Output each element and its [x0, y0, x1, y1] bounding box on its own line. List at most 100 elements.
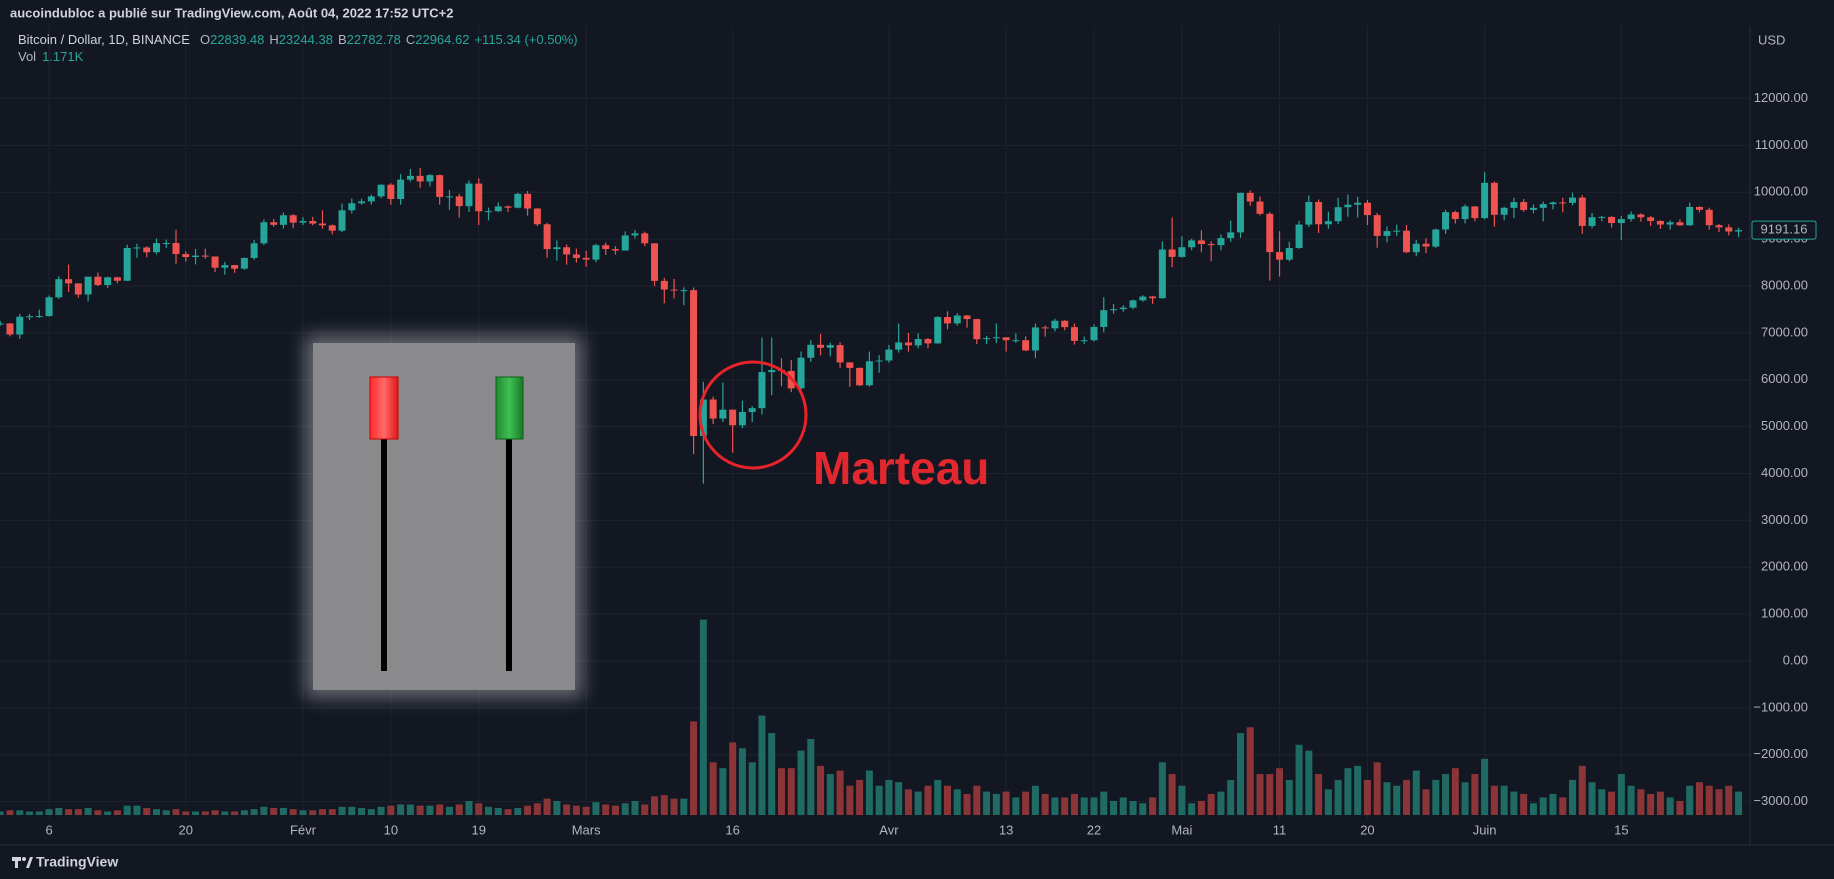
ohlc-label: B — [338, 32, 347, 47]
volume-bar — [436, 804, 444, 815]
volume-bar — [641, 804, 649, 815]
candle-body — [1393, 230, 1401, 232]
candle-body — [1578, 197, 1586, 226]
volume-bar — [1393, 785, 1401, 815]
candle-body — [992, 337, 1000, 339]
candle-body — [1041, 327, 1049, 329]
volume-bar — [1442, 774, 1450, 815]
last-price-box — [1751, 220, 1817, 240]
candle-body — [680, 290, 688, 292]
volume-bar — [1110, 800, 1118, 815]
candle-body — [1432, 229, 1440, 247]
candle-body — [182, 254, 190, 258]
candle-body — [250, 243, 258, 258]
volume-bar — [1481, 758, 1489, 815]
volume-bar — [397, 804, 405, 815]
x-tick-label: Mai — [1171, 822, 1192, 837]
candle-body — [914, 339, 922, 346]
volume-bar — [1510, 791, 1518, 815]
volume-bar — [231, 811, 239, 815]
x-tick-label: 11 — [1273, 822, 1287, 837]
candle-body — [1110, 309, 1118, 311]
volume-bar — [1276, 768, 1284, 815]
volume-bar — [895, 782, 903, 815]
publisher: aucoindubloc a publié sur TradingView.co… — [10, 5, 453, 20]
x-tick-label: 22 — [1087, 822, 1101, 837]
volume-bar — [1422, 789, 1430, 815]
ohlc-label: O — [200, 32, 210, 47]
volume-bar — [104, 811, 112, 815]
x-tick-label: 10 — [384, 822, 398, 837]
volume-bar — [1539, 797, 1547, 815]
candle-body — [1090, 326, 1098, 341]
candle-body — [6, 323, 14, 335]
y-tick-label: 0.00 — [1783, 652, 1808, 667]
candle-body — [953, 315, 961, 324]
x-tick-label: Juin — [1473, 822, 1497, 837]
volume-bar — [777, 768, 785, 815]
candle-body — [817, 344, 825, 348]
candle-body — [1598, 216, 1606, 218]
candle-body — [1188, 240, 1196, 248]
candle-body — [26, 316, 34, 318]
volume-bar — [6, 810, 14, 815]
candle-body — [631, 233, 639, 236]
volume-bar — [826, 774, 834, 815]
volume-bar — [1686, 785, 1694, 815]
candle-body — [172, 243, 180, 255]
candle-body — [1236, 192, 1244, 233]
candle-body — [1158, 249, 1166, 299]
volume-bar — [1676, 800, 1684, 815]
volume-label: Vol — [18, 49, 36, 64]
volume-bar — [1149, 797, 1157, 815]
ohlc-value: 22839.48 — [210, 32, 264, 47]
volume-bar — [1715, 789, 1723, 815]
volume-bar — [846, 785, 854, 815]
volume-bar — [455, 804, 463, 815]
volume-bar — [270, 807, 278, 815]
volume-bar — [953, 789, 961, 815]
candle-body — [16, 316, 24, 335]
volume-bar — [182, 811, 190, 815]
volume-bar — [1559, 797, 1567, 815]
volume-bar — [1236, 733, 1244, 815]
y-tick-label: 1000.00 — [1761, 606, 1808, 621]
volume-bar — [582, 806, 590, 815]
candle-body — [1500, 207, 1508, 215]
volume-bar — [524, 805, 532, 815]
candle-body — [1422, 243, 1430, 247]
ohlc-value: 22964.62 — [415, 32, 469, 47]
candle-body — [211, 256, 219, 268]
candle-body — [660, 280, 668, 290]
volume-bar — [358, 807, 366, 815]
candle-body — [1012, 340, 1020, 342]
volume-bar — [1549, 793, 1557, 815]
candle-body — [856, 367, 864, 386]
candle-body — [406, 175, 414, 180]
y-tick-label: 4000.00 — [1761, 465, 1808, 480]
volume-bar — [1207, 793, 1215, 815]
candle-body — [1070, 327, 1078, 341]
candle-body — [1080, 340, 1088, 342]
volume-bar — [74, 809, 82, 815]
candle-body — [1608, 216, 1616, 224]
y-tick-label: −3000.00 — [1753, 793, 1808, 808]
candle-body — [299, 221, 307, 223]
candle-body — [1715, 225, 1723, 228]
y-tick-label: 7000.00 — [1761, 324, 1808, 339]
candle-body — [328, 225, 336, 231]
candle-body — [201, 255, 209, 257]
volume-bar — [885, 779, 893, 815]
volume-bar — [651, 796, 659, 815]
change: +115.34 (+0.50%) — [474, 32, 577, 47]
candle-body — [1617, 219, 1625, 224]
symbol: Bitcoin / Dollar, 1D, BINANCE — [18, 32, 190, 47]
y-tick-label: 5000.00 — [1761, 418, 1808, 433]
candle-body — [1676, 222, 1684, 226]
candle-body — [113, 277, 121, 281]
candle-body — [35, 316, 43, 318]
volume-bar — [1617, 774, 1625, 815]
volume-bar — [1334, 779, 1342, 815]
candle-body — [1022, 340, 1030, 351]
